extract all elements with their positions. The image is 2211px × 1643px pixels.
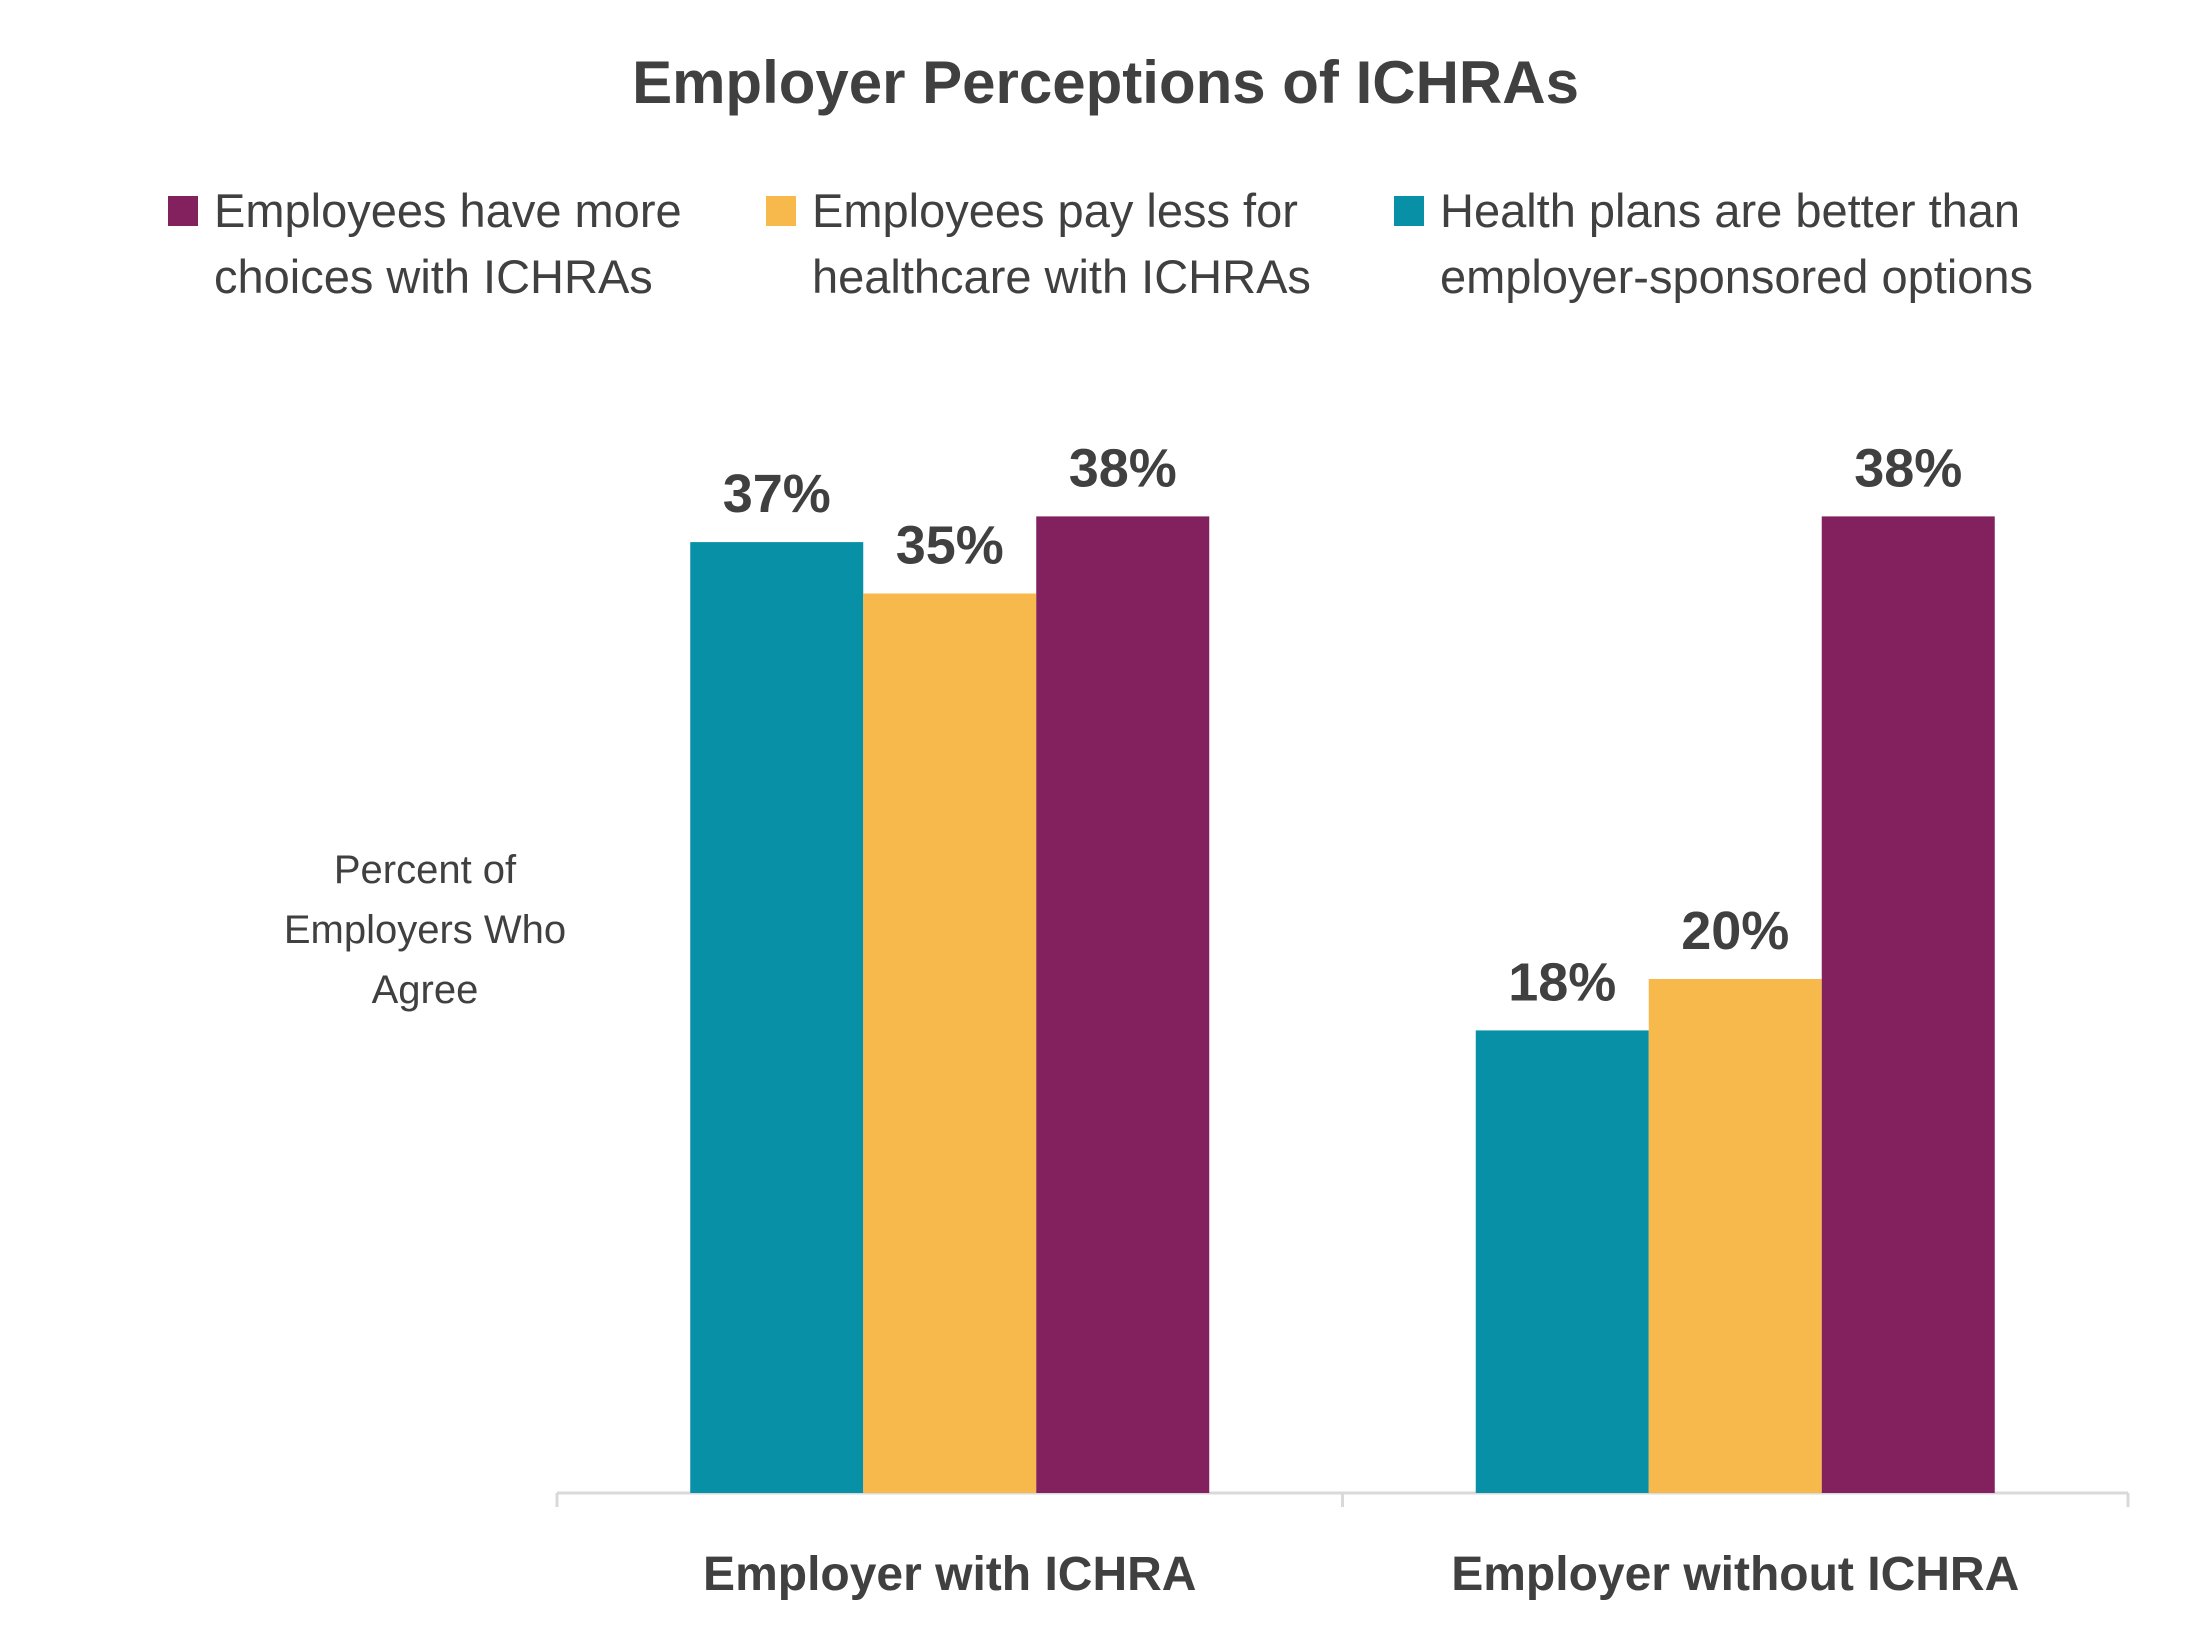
bar-data-label: 35%	[896, 516, 1004, 576]
legend-item-more-choices: Employees have more choices with ICHRAs	[168, 178, 682, 310]
legend: Employees have more choices with ICHRAs …	[168, 178, 2128, 328]
x-tick-label: Employer without ICHRA	[1451, 1548, 2019, 1601]
bar-data-label: 18%	[1508, 952, 1616, 1012]
legend-label-pay-less: Employees pay less for healthcare with I…	[812, 184, 1311, 303]
legend-label-more-choices: Employees have more choices with ICHRAs	[214, 184, 682, 303]
bar	[1475, 1030, 1649, 1493]
bar	[863, 593, 1037, 1493]
legend-swatch-better-plans	[1394, 196, 1424, 226]
bar	[1648, 979, 1822, 1493]
legend-item-better-plans: Health plans are better than employer-sp…	[1394, 178, 2033, 310]
bar	[1036, 516, 1210, 1493]
bar	[1821, 516, 1995, 1493]
bar-data-label: 20%	[1681, 901, 1789, 961]
bar-data-label: 38%	[1854, 438, 1962, 498]
legend-label-better-plans: Health plans are better than employer-sp…	[1440, 184, 2034, 303]
legend-item-pay-less: Employees pay less for healthcare with I…	[766, 178, 1311, 310]
x-tick-label: Employer with ICHRA	[703, 1548, 1196, 1601]
bar-data-label: 37%	[723, 464, 831, 524]
bar	[690, 542, 864, 1493]
y-axis-label: Percent of Employers Who Agree	[283, 848, 567, 1012]
legend-swatch-pay-less	[766, 196, 796, 226]
bar-data-label: 38%	[1069, 438, 1177, 498]
chart-title: Employer Perceptions of ICHRAs	[632, 49, 1579, 116]
legend-swatch-more-choices	[168, 196, 198, 226]
